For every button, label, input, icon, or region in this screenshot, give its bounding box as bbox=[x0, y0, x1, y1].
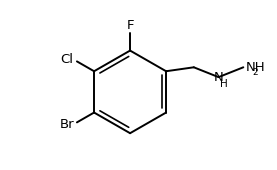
Text: F: F bbox=[126, 20, 134, 32]
Text: Br: Br bbox=[60, 118, 74, 131]
Text: 2: 2 bbox=[252, 68, 258, 77]
Text: Cl: Cl bbox=[61, 53, 73, 66]
Text: H: H bbox=[220, 79, 227, 89]
Text: N: N bbox=[214, 71, 224, 84]
Text: NH: NH bbox=[245, 61, 265, 74]
